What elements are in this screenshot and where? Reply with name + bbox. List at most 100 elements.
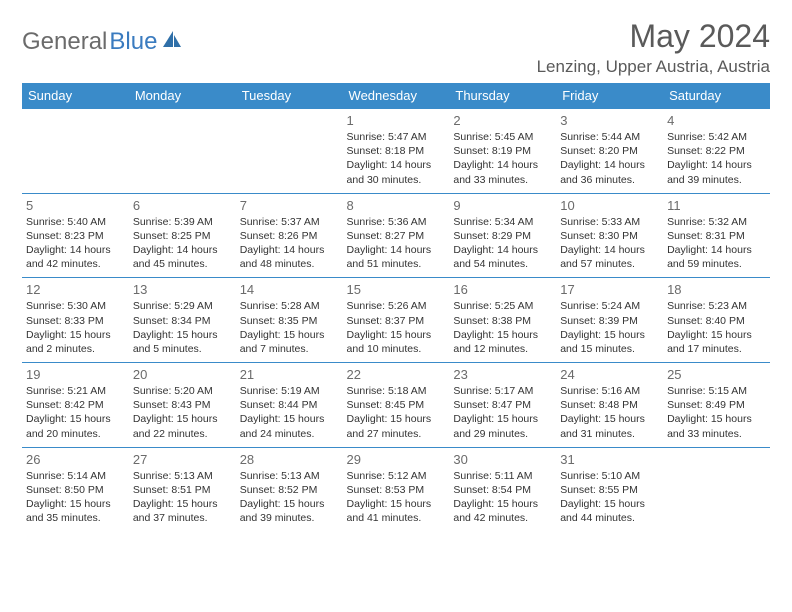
daylight-text: and 45 minutes.: [133, 257, 232, 271]
sunset-text: Sunset: 8:49 PM: [667, 398, 766, 412]
day-number: 24: [560, 367, 659, 382]
sunset-text: Sunset: 8:40 PM: [667, 314, 766, 328]
daylight-text: Daylight: 15 hours: [453, 412, 552, 426]
calendar-cell: 29Sunrise: 5:12 AMSunset: 8:53 PMDayligh…: [343, 447, 450, 531]
weekday-header: Sunday: [22, 83, 129, 109]
day-number: 18: [667, 282, 766, 297]
sunrise-text: Sunrise: 5:42 AM: [667, 130, 766, 144]
sunrise-text: Sunrise: 5:13 AM: [240, 469, 339, 483]
sunrise-text: Sunrise: 5:39 AM: [133, 215, 232, 229]
daylight-text: Daylight: 15 hours: [347, 328, 446, 342]
daylight-text: and 7 minutes.: [240, 342, 339, 356]
daylight-text: Daylight: 15 hours: [26, 328, 125, 342]
calendar-cell: 8Sunrise: 5:36 AMSunset: 8:27 PMDaylight…: [343, 193, 450, 278]
sunset-text: Sunset: 8:53 PM: [347, 483, 446, 497]
calendar-cell: 2Sunrise: 5:45 AMSunset: 8:19 PMDaylight…: [449, 109, 556, 194]
day-number: 19: [26, 367, 125, 382]
calendar-cell: 21Sunrise: 5:19 AMSunset: 8:44 PMDayligh…: [236, 363, 343, 448]
calendar-cell: 17Sunrise: 5:24 AMSunset: 8:39 PMDayligh…: [556, 278, 663, 363]
month-title: May 2024: [537, 18, 770, 55]
day-number: 25: [667, 367, 766, 382]
calendar-cell: 4Sunrise: 5:42 AMSunset: 8:22 PMDaylight…: [663, 109, 770, 194]
calendar-table: Sunday Monday Tuesday Wednesday Thursday…: [22, 83, 770, 531]
daylight-text: and 12 minutes.: [453, 342, 552, 356]
calendar-cell: 5Sunrise: 5:40 AMSunset: 8:23 PMDaylight…: [22, 193, 129, 278]
day-number: 6: [133, 198, 232, 213]
sunrise-text: Sunrise: 5:32 AM: [667, 215, 766, 229]
daylight-text: and 37 minutes.: [133, 511, 232, 525]
calendar-cell: 18Sunrise: 5:23 AMSunset: 8:40 PMDayligh…: [663, 278, 770, 363]
day-number: 12: [26, 282, 125, 297]
daylight-text: and 27 minutes.: [347, 427, 446, 441]
daylight-text: and 33 minutes.: [453, 173, 552, 187]
calendar-cell: 22Sunrise: 5:18 AMSunset: 8:45 PMDayligh…: [343, 363, 450, 448]
sunset-text: Sunset: 8:42 PM: [26, 398, 125, 412]
day-number: 8: [347, 198, 446, 213]
sunrise-text: Sunrise: 5:37 AM: [240, 215, 339, 229]
sunset-text: Sunset: 8:52 PM: [240, 483, 339, 497]
calendar-week-row: 26Sunrise: 5:14 AMSunset: 8:50 PMDayligh…: [22, 447, 770, 531]
day-number: 14: [240, 282, 339, 297]
sunrise-text: Sunrise: 5:23 AM: [667, 299, 766, 313]
daylight-text: and 31 minutes.: [560, 427, 659, 441]
calendar-cell: 26Sunrise: 5:14 AMSunset: 8:50 PMDayligh…: [22, 447, 129, 531]
day-number: 17: [560, 282, 659, 297]
sunrise-text: Sunrise: 5:25 AM: [453, 299, 552, 313]
day-number: 30: [453, 452, 552, 467]
calendar-cell: 23Sunrise: 5:17 AMSunset: 8:47 PMDayligh…: [449, 363, 556, 448]
brand-text-2: Blue: [109, 28, 157, 56]
calendar-cell: 30Sunrise: 5:11 AMSunset: 8:54 PMDayligh…: [449, 447, 556, 531]
daylight-text: and 41 minutes.: [347, 511, 446, 525]
weekday-header: Saturday: [663, 83, 770, 109]
daylight-text: and 42 minutes.: [26, 257, 125, 271]
sunrise-text: Sunrise: 5:45 AM: [453, 130, 552, 144]
brand-text-1: General: [22, 28, 107, 56]
calendar-week-row: 12Sunrise: 5:30 AMSunset: 8:33 PMDayligh…: [22, 278, 770, 363]
daylight-text: Daylight: 14 hours: [26, 243, 125, 257]
daylight-text: and 39 minutes.: [240, 511, 339, 525]
daylight-text: and 17 minutes.: [667, 342, 766, 356]
daylight-text: Daylight: 15 hours: [667, 412, 766, 426]
sunrise-text: Sunrise: 5:24 AM: [560, 299, 659, 313]
sunrise-text: Sunrise: 5:12 AM: [347, 469, 446, 483]
calendar-cell: 28Sunrise: 5:13 AMSunset: 8:52 PMDayligh…: [236, 447, 343, 531]
sunrise-text: Sunrise: 5:10 AM: [560, 469, 659, 483]
sunset-text: Sunset: 8:34 PM: [133, 314, 232, 328]
sunset-text: Sunset: 8:47 PM: [453, 398, 552, 412]
sunset-text: Sunset: 8:30 PM: [560, 229, 659, 243]
day-number: 4: [667, 113, 766, 128]
daylight-text: Daylight: 15 hours: [133, 328, 232, 342]
daylight-text: Daylight: 15 hours: [453, 497, 552, 511]
sunset-text: Sunset: 8:18 PM: [347, 144, 446, 158]
daylight-text: and 48 minutes.: [240, 257, 339, 271]
title-block: May 2024 Lenzing, Upper Austria, Austria: [537, 18, 770, 77]
day-number: 9: [453, 198, 552, 213]
day-number: 23: [453, 367, 552, 382]
daylight-text: Daylight: 15 hours: [560, 412, 659, 426]
sunrise-text: Sunrise: 5:20 AM: [133, 384, 232, 398]
daylight-text: and 36 minutes.: [560, 173, 659, 187]
daylight-text: and 57 minutes.: [560, 257, 659, 271]
calendar-cell: 24Sunrise: 5:16 AMSunset: 8:48 PMDayligh…: [556, 363, 663, 448]
daylight-text: Daylight: 15 hours: [240, 412, 339, 426]
sunrise-text: Sunrise: 5:14 AM: [26, 469, 125, 483]
sunrise-text: Sunrise: 5:13 AM: [133, 469, 232, 483]
sunset-text: Sunset: 8:33 PM: [26, 314, 125, 328]
calendar-cell: [22, 109, 129, 194]
calendar-cell: 12Sunrise: 5:30 AMSunset: 8:33 PMDayligh…: [22, 278, 129, 363]
sunrise-text: Sunrise: 5:18 AM: [347, 384, 446, 398]
day-number: 7: [240, 198, 339, 213]
day-number: 31: [560, 452, 659, 467]
daylight-text: Daylight: 14 hours: [453, 243, 552, 257]
calendar-cell: 10Sunrise: 5:33 AMSunset: 8:30 PMDayligh…: [556, 193, 663, 278]
sunset-text: Sunset: 8:45 PM: [347, 398, 446, 412]
daylight-text: and 39 minutes.: [667, 173, 766, 187]
daylight-text: Daylight: 14 hours: [667, 243, 766, 257]
calendar-cell: 20Sunrise: 5:20 AMSunset: 8:43 PMDayligh…: [129, 363, 236, 448]
day-number: 27: [133, 452, 232, 467]
daylight-text: and 33 minutes.: [667, 427, 766, 441]
sunset-text: Sunset: 8:54 PM: [453, 483, 552, 497]
calendar-cell: [663, 447, 770, 531]
day-number: 22: [347, 367, 446, 382]
calendar-cell: 11Sunrise: 5:32 AMSunset: 8:31 PMDayligh…: [663, 193, 770, 278]
